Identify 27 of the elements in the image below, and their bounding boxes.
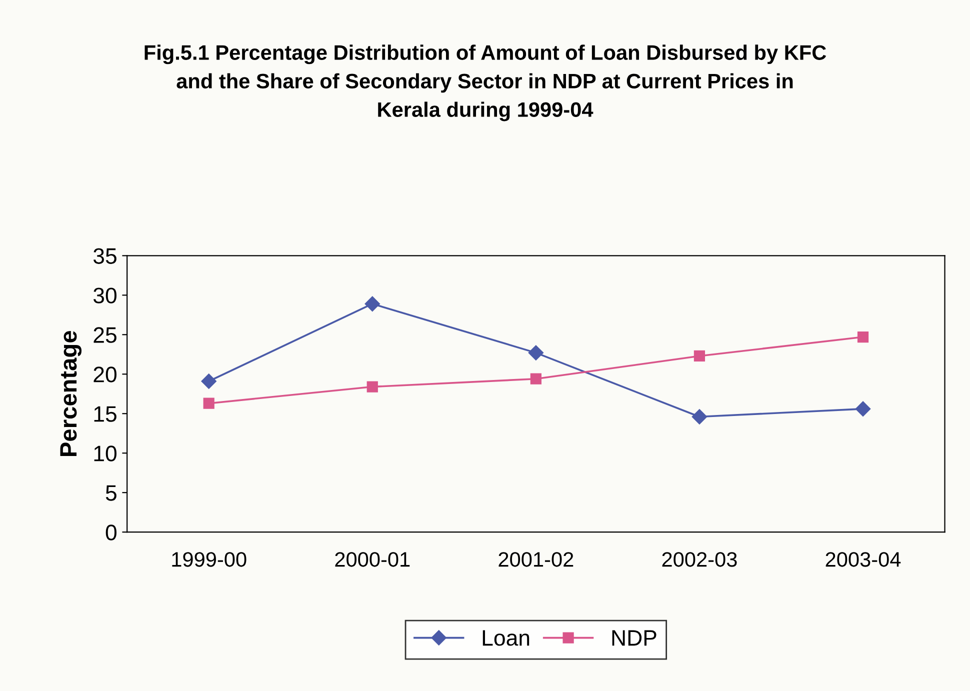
x-tick-label: 2001-02 bbox=[498, 552, 574, 567]
chart-title: Fig.5.1 Percentage Distribution of Amount of Loan Disbursed by KFC and the Share of Secondary Sector in NDP at Current Prices in Kerala during 1999-04 bbox=[144, 44, 826, 122]
point bbox=[857, 331, 869, 343]
y-tick-label: 20 bbox=[94, 366, 116, 382]
y-axis-title: Percentage bbox=[60, 331, 82, 456]
point bbox=[364, 296, 380, 312]
x-tick-label: 2003-04 bbox=[826, 552, 901, 567]
point bbox=[201, 374, 216, 389]
point bbox=[692, 409, 708, 424]
point bbox=[855, 401, 871, 416]
point bbox=[694, 350, 706, 362]
y-tick-label: 10 bbox=[94, 446, 116, 462]
point bbox=[528, 345, 544, 360]
y-tick-label: 15 bbox=[94, 406, 116, 422]
point bbox=[203, 398, 214, 409]
y-tick-label: 5 bbox=[106, 485, 116, 501]
y-tick-label: 35 bbox=[93, 248, 116, 264]
x-tick-label: 2000-01 bbox=[335, 552, 410, 567]
x-tick-label: 1999-00 bbox=[172, 552, 246, 567]
y-tick-label: 30 bbox=[93, 288, 116, 304]
legend-label: NDP bbox=[612, 630, 656, 646]
y-tick-label: 0 bbox=[106, 524, 116, 540]
y-tick-label: 25 bbox=[94, 327, 116, 343]
point bbox=[366, 381, 378, 392]
x-tick-label: 2002-03 bbox=[662, 552, 737, 567]
point bbox=[530, 373, 542, 384]
legend-label: Loan bbox=[482, 630, 530, 646]
